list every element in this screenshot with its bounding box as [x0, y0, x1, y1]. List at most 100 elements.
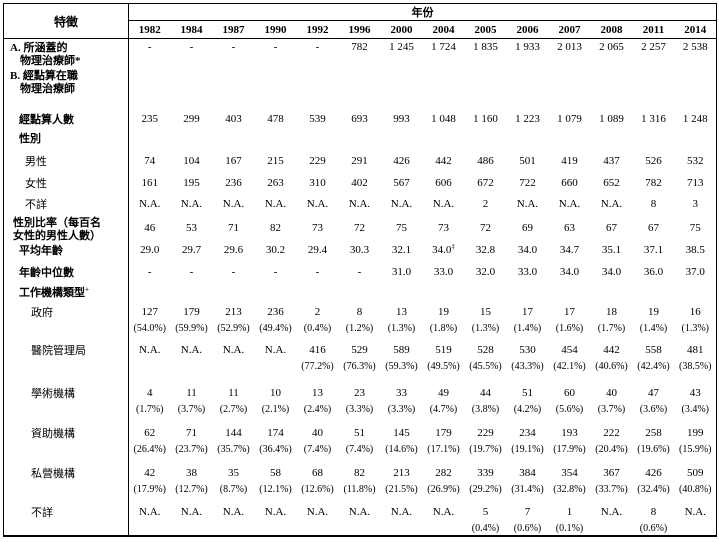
cell-sex-ratio-1990: 82	[270, 221, 281, 234]
cell-government-1982: 127 (54.0%)	[129, 304, 171, 342]
cell-percentage: (1.3%)	[471, 323, 500, 334]
cell-sex-ratio-1987: 71	[228, 221, 239, 234]
cell-enumerated-count-2011: 1 316	[641, 113, 666, 125]
cell-female-2014: 713	[687, 177, 704, 189]
cell-sex-ratio-2008: 67	[606, 221, 617, 234]
cell-private-2006: 384 (31.4%)	[507, 465, 549, 504]
cell-percentage: (11.8%)	[343, 484, 376, 495]
cell-subvented-1996: 51 (7.4%)	[339, 425, 381, 465]
cell-hospital-authority-2004: 519 (49.5%)	[423, 342, 465, 385]
empty-cell	[129, 67, 717, 111]
cell-covered-1984: -	[189, 41, 194, 53]
year-header-2000: 2000	[390, 23, 413, 36]
cell-covered-2000: 1 245	[389, 41, 414, 53]
cell-academic-2000: 33 (3.3%)	[381, 385, 423, 425]
cell-org-unknown-1990: N.A.	[255, 504, 297, 536]
year-header-1987: 1987	[222, 23, 245, 36]
cell-org-unknown-2004: N.A.	[423, 504, 465, 536]
cell-mean-age-1992: 29.4	[307, 244, 328, 256]
cell-percentage: (3.6%)	[639, 404, 668, 415]
cell-org-unknown-1987: N.A.	[213, 504, 255, 536]
cell-enumerated-count-2008: 1 089	[599, 113, 624, 125]
row-label-median-age: 年齡中位數	[3, 264, 129, 284]
cell-percentage: (36.4%)	[259, 444, 292, 455]
header-row-group: 特徵 年份	[3, 3, 717, 39]
cell-percentage: (45.5%)	[469, 361, 502, 372]
cell-percentage: (1.8%)	[429, 323, 458, 334]
cell-percentage: (4.2%)	[513, 404, 542, 415]
cell-subvented-1992: 40 (7.4%)	[297, 425, 339, 465]
table-row-org-type: 工作機構類型+	[3, 284, 717, 304]
cell-percentage	[423, 523, 465, 535]
cell-sex-ratio-1984: 53	[186, 221, 197, 234]
cell-government-2004: 19 (1.8%)	[423, 304, 465, 342]
cell-mean-age-2007: 34.7	[559, 244, 580, 256]
cell-percentage: (14.6%)	[385, 444, 418, 455]
cell-org-unknown-2014: N.A.	[675, 504, 717, 536]
row-label-sex-ratio: 性別比率（每百名 女性的男性人數）	[3, 214, 129, 242]
cell-sex-ratio-1996: 72	[354, 221, 365, 234]
cell-percentage: (3.7%)	[177, 404, 206, 415]
cell-percentage: (42.4%)	[637, 361, 670, 372]
cell-percentage: (2.7%)	[219, 404, 248, 415]
cell-percentage: (42.1%)	[553, 361, 586, 372]
cell-government-2006: 17 (1.4%)	[507, 304, 549, 342]
cell-female-1987: 236	[225, 177, 242, 189]
cell-median-age-2011: 36.0	[643, 266, 664, 278]
cell-government-2014: 16 (1.3%)	[675, 304, 717, 342]
cell-percentage: (3.3%)	[387, 404, 416, 415]
row-label-academic: 學術機構	[3, 385, 129, 425]
year-header-2008: 2008	[600, 23, 623, 36]
cell-sex-unknown-1982: N.A.	[139, 198, 161, 210]
row-label-private: 私營機構	[3, 465, 129, 504]
cell-sex-ratio-1982: 46	[144, 221, 156, 234]
cell-median-age-2005: 32.0	[475, 266, 496, 278]
cell-academic-2007: 60 (5.6%)	[549, 385, 591, 425]
cell-org-unknown-1982: N.A.	[129, 504, 171, 536]
cell-percentage: (3.7%)	[597, 404, 626, 415]
cell-private-2008: 367 (33.7%)	[591, 465, 633, 504]
cell-percentage: (76.3%)	[343, 361, 376, 372]
cell-percentage: (3.4%)	[681, 404, 710, 415]
cell-percentage: (1.4%)	[639, 323, 668, 334]
cell-percentage: (12.6%)	[301, 484, 334, 495]
cell-subvented-2014: 199 (15.9%)	[675, 425, 717, 465]
year-header-1996: 1996	[348, 23, 371, 36]
cell-government-2011: 19 (1.4%)	[633, 304, 675, 342]
cell-percentage	[171, 523, 213, 535]
year-header-1992: 1992	[306, 23, 329, 36]
cell-median-age-2014: 37.0	[685, 266, 705, 278]
cell-hospital-authority-2007: 454 (42.1%)	[549, 342, 591, 385]
cell-covered-1992: -	[315, 41, 320, 53]
cell-female-2006: 722	[519, 177, 536, 189]
table-row-covered: A. 所涵蓋的 物理治療師* - - - - - 782 1 245 1 724 1 835 1 93…	[3, 38, 717, 67]
cell-academic-2005: 44 (3.8%)	[465, 385, 507, 425]
cell-sex-unknown-1987: N.A.	[222, 198, 245, 210]
cell-hospital-authority-1992: 416 (77.2%)	[297, 342, 339, 385]
cell-mean-age-2014: 38.5	[685, 244, 705, 256]
cell-government-1984: 179 (59.9%)	[171, 304, 213, 342]
cell-subvented-2007: 193 (17.9%)	[549, 425, 591, 465]
table-row-org-unknown: 不詳 N.A. N.A. N.A. N.A. N.A. N.A. N.A. N.A…	[3, 504, 717, 536]
cell-percentage: (38.5%)	[679, 361, 712, 372]
cell-female-2004: 606	[435, 177, 452, 189]
cell-sex-ratio-2000: 75	[396, 221, 407, 234]
table-row-enumerated-count: 經點算人數 235 299 403 478 539 693 993 1 048 1 160 1 22…	[3, 111, 717, 130]
cell-private-2000: 213 (21.5%)	[381, 465, 423, 504]
cell-male-2011: 526	[645, 155, 662, 167]
cell-sex-ratio-2011: 67	[648, 221, 659, 234]
cell-subvented-1987: 144 (35.7%)	[213, 425, 255, 465]
cell-percentage: (17.9%)	[133, 484, 167, 495]
cell-male-2005: 486	[477, 155, 494, 167]
cell-academic-1996: 23 (3.3%)	[339, 385, 381, 425]
cell-mean-age-2004: 34.0‡	[432, 242, 455, 256]
cell-percentage: (52.9%)	[217, 323, 250, 334]
row-label-sex: 性別	[3, 130, 129, 153]
cell-percentage: (20.4%)	[595, 444, 628, 455]
cell-percentage: (54.0%)	[133, 323, 167, 334]
cell-sex-unknown-2014: 3	[692, 198, 699, 210]
cell-female-2011: 782	[645, 177, 662, 189]
cell-government-1987: 213 (52.9%)	[213, 304, 255, 342]
row-label-female: 女性	[3, 175, 129, 196]
cell-subvented-1990: 174 (36.4%)	[255, 425, 297, 465]
